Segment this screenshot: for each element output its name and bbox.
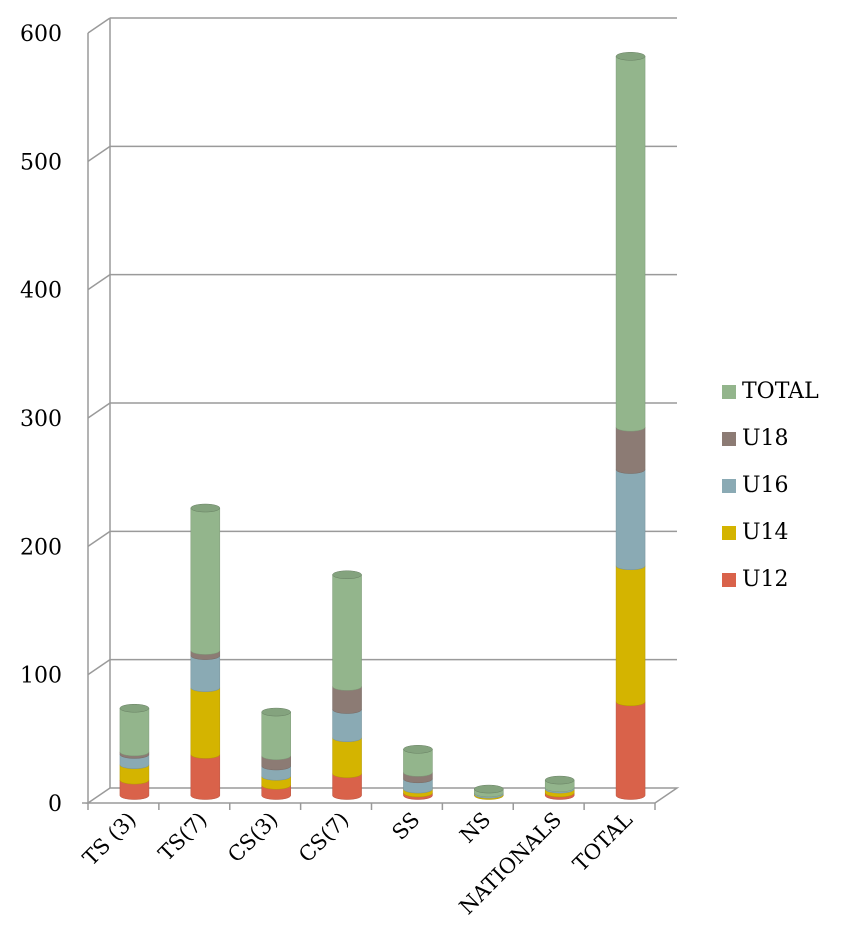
gridline-slant xyxy=(87,145,111,162)
bar-segment-total-0 xyxy=(119,707,150,757)
legend-label: U14 xyxy=(742,520,789,545)
legend-label: U12 xyxy=(742,567,789,592)
bar-segment-u14-3 xyxy=(332,737,362,778)
legend-item-u16: U16 xyxy=(722,462,819,509)
y-tick-label: 600 xyxy=(20,22,62,47)
y-tick-label: 100 xyxy=(20,664,62,689)
x-tick-label: NS xyxy=(455,808,495,848)
legend-swatch xyxy=(722,431,736,446)
legend: TOTAL U18 U16 U14 U12 xyxy=(722,368,819,603)
legend-item-u18: U18 xyxy=(722,415,819,462)
gridline-slant xyxy=(87,530,111,547)
bar-segment-u18-7 xyxy=(615,426,646,474)
legend-item-total: TOTAL xyxy=(722,368,819,415)
y-tick-label: 200 xyxy=(20,535,62,560)
legend-swatch xyxy=(722,478,736,493)
y-tick-label: 500 xyxy=(20,150,62,175)
x-tick-label: CS(3) xyxy=(223,808,283,868)
legend-item-u14: U14 xyxy=(722,509,819,556)
gridline-slant xyxy=(87,659,111,676)
x-tick-label: TS(7) xyxy=(154,808,212,866)
bar-cap-5 xyxy=(474,784,504,794)
bar-segment-total-1 xyxy=(190,507,221,655)
bar-segment-u14-7 xyxy=(615,565,646,707)
bar-segment-u18-3 xyxy=(332,686,362,714)
bar-segment-total-4 xyxy=(403,749,433,777)
bar-cap-1 xyxy=(190,503,221,513)
bar-segment-u16-3 xyxy=(332,709,362,742)
legend-label: U18 xyxy=(742,426,789,451)
bar-segment-total-7 xyxy=(615,56,646,432)
x-tick-label: CS(7) xyxy=(294,808,354,868)
legend-swatch xyxy=(722,525,736,540)
bar-segment-u16-1 xyxy=(190,655,221,692)
legend-item-u12: U12 xyxy=(722,556,819,603)
x-tick-label: SS xyxy=(387,808,424,845)
bar-segment-total-3 xyxy=(332,574,362,691)
bar-cap-2 xyxy=(261,707,291,717)
bar-cap-0 xyxy=(119,703,150,713)
bar-segment-u16-7 xyxy=(615,469,646,571)
legend-label: TOTAL xyxy=(742,379,819,404)
bar-segment-u12-1 xyxy=(190,754,221,800)
x-tick-label: TOTAL xyxy=(568,808,637,877)
bar-cap-3 xyxy=(332,570,362,580)
legend-swatch xyxy=(722,572,736,587)
gridline-slant xyxy=(87,402,111,419)
legend-swatch xyxy=(722,384,736,399)
y-tick-label: 400 xyxy=(20,279,62,304)
y-tick-label: 300 xyxy=(20,407,62,432)
bar-segment-u12-0 xyxy=(119,779,150,800)
gridline-slant xyxy=(87,274,111,291)
gridline-slant xyxy=(87,17,111,34)
x-tick-label: TS (3) xyxy=(78,808,141,871)
legend-label: U16 xyxy=(742,473,789,498)
y-tick-label: 0 xyxy=(48,792,62,817)
chart-floor xyxy=(85,787,680,804)
bar-cap-7 xyxy=(615,52,646,61)
bar-segment-u14-0 xyxy=(119,764,150,785)
bar-segment-u12-7 xyxy=(615,701,646,800)
bar-segment-total-2 xyxy=(261,711,291,760)
bar-segment-u14-1 xyxy=(190,687,221,759)
bar-cap-4 xyxy=(403,745,433,754)
bar-segment-u12-3 xyxy=(332,773,362,800)
bar-cap-6 xyxy=(544,775,575,785)
